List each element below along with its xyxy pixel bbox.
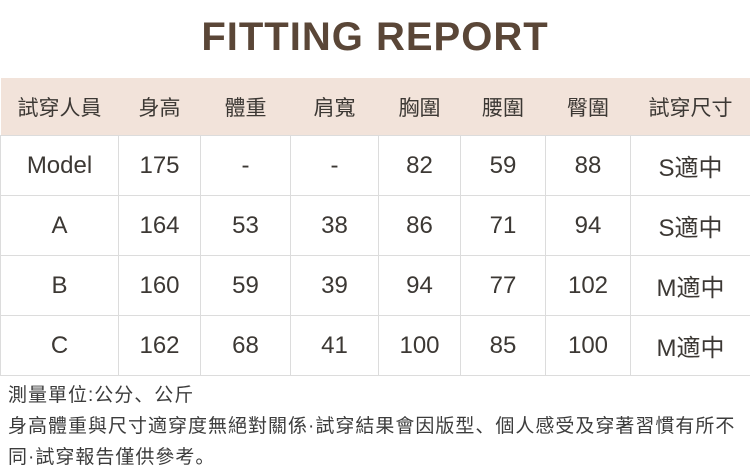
disclaimer-text: 身高體重與尺寸適穿度無絕對關係·試穿結果會因版型、個人感受及穿著習慣有所不同·試…	[8, 416, 736, 468]
column-header-hip: 臀圍	[545, 78, 631, 136]
column-header-fitting-size: 試穿尺寸	[630, 78, 750, 136]
table-row-a: A 164 53 38 86 71 94 S適中	[0, 195, 750, 256]
table-cell: 100	[378, 315, 461, 376]
table-cell: -	[290, 135, 379, 196]
table-cell: 71	[460, 195, 546, 256]
table-cell: Model	[0, 135, 119, 196]
table-cell: 94	[378, 255, 461, 316]
table-cell: 59	[200, 255, 291, 316]
table-cell: 85	[460, 315, 546, 376]
table-cell: 100	[545, 315, 631, 376]
table-cell: 164	[118, 195, 201, 256]
table-cell: 175	[118, 135, 201, 196]
column-header-tester: 試穿人員	[0, 78, 119, 136]
table-cell: 77	[460, 255, 546, 316]
table-cell: 102	[545, 255, 631, 316]
column-header-shoulder: 肩寬	[290, 78, 379, 136]
footer-note: 測量單位:公分、公斤 身高體重與尺寸適穿度無絕對關係·試穿結果會因版型、個人感受…	[0, 376, 750, 472]
fitting-table: 試穿人員 身高 體重 肩寬 胸圍 腰圍 臀圍 試穿尺寸 Model 175 - …	[0, 78, 750, 376]
column-header-waist: 腰圍	[460, 78, 546, 136]
table-row-b: B 160 59 39 94 77 102 M適中	[0, 255, 750, 316]
column-header-weight: 體重	[200, 78, 291, 136]
table-cell: 41	[290, 315, 379, 376]
table-cell: 88	[545, 135, 631, 196]
table-cell: 82	[378, 135, 461, 196]
table-cell: C	[0, 315, 119, 376]
table-cell: 53	[200, 195, 291, 256]
table-row-c: C 162 68 41 100 85 100 M適中	[0, 315, 750, 376]
table-cell: 59	[460, 135, 546, 196]
table-cell: 39	[290, 255, 379, 316]
measurement-unit-line: 測量單位:公分、公斤	[8, 385, 195, 406]
table-cell: 162	[118, 315, 201, 376]
table-cell: 38	[290, 195, 379, 256]
column-header-height: 身高	[118, 78, 201, 136]
page-title: FITTING REPORT	[201, 15, 549, 59]
column-header-chest: 胸圍	[378, 78, 461, 136]
table-cell: -	[200, 135, 291, 196]
table-cell: 68	[200, 315, 291, 376]
table-cell: M適中	[630, 315, 750, 376]
table-cell: B	[0, 255, 119, 316]
table-cell: 160	[118, 255, 201, 316]
table-cell: S適中	[630, 195, 750, 256]
table-cell: M適中	[630, 255, 750, 316]
header-row: 試穿人員 身高 體重 肩寬 胸圍 腰圍 臀圍 試穿尺寸	[0, 78, 750, 136]
table-cell: A	[0, 195, 119, 256]
table-cell: 86	[378, 195, 461, 256]
table-cell: 94	[545, 195, 631, 256]
table-cell: S適中	[630, 135, 750, 196]
table-row-model: Model 175 - - 82 59 88 S適中	[0, 135, 750, 196]
